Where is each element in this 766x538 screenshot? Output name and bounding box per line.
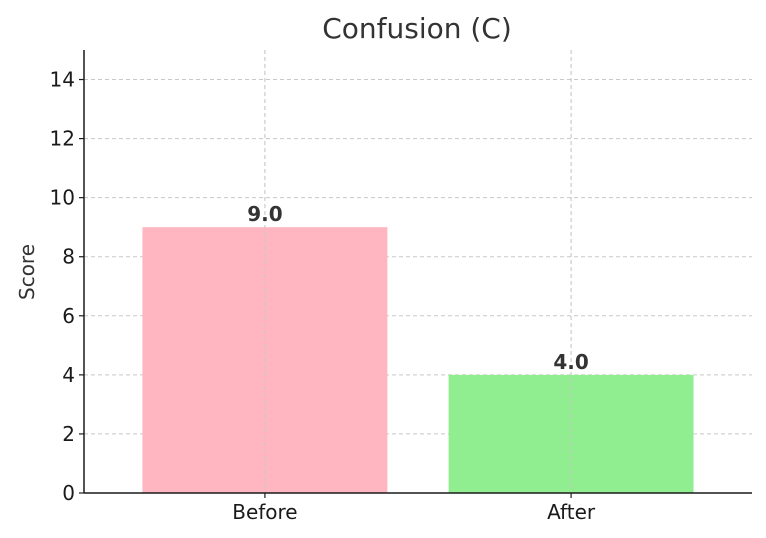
y-tick-label: 4 bbox=[62, 363, 75, 387]
bar-after bbox=[448, 374, 694, 493]
y-tick-label: 6 bbox=[62, 304, 75, 328]
x-tick-label: Before bbox=[232, 500, 297, 524]
x-tick-label: After bbox=[547, 500, 596, 524]
tick-labels: 0 2 4 6 8 10 12 14 9.0 Before 4.0 After bbox=[50, 68, 596, 524]
bar-value-label: 4.0 bbox=[553, 350, 588, 374]
axes bbox=[79, 50, 752, 498]
bar-value-label: 9.0 bbox=[247, 202, 282, 226]
y-tick-label: 0 bbox=[62, 481, 75, 505]
chart-title: Confusion (C) bbox=[322, 12, 512, 45]
y-tick-label: 2 bbox=[62, 422, 75, 446]
y-axis-label: Score bbox=[15, 244, 39, 300]
y-tick-label: 12 bbox=[50, 127, 75, 151]
y-tick-label: 8 bbox=[62, 245, 75, 269]
y-tick-label: 10 bbox=[50, 186, 75, 210]
y-tick-label: 14 bbox=[50, 68, 75, 92]
bars bbox=[142, 50, 694, 493]
